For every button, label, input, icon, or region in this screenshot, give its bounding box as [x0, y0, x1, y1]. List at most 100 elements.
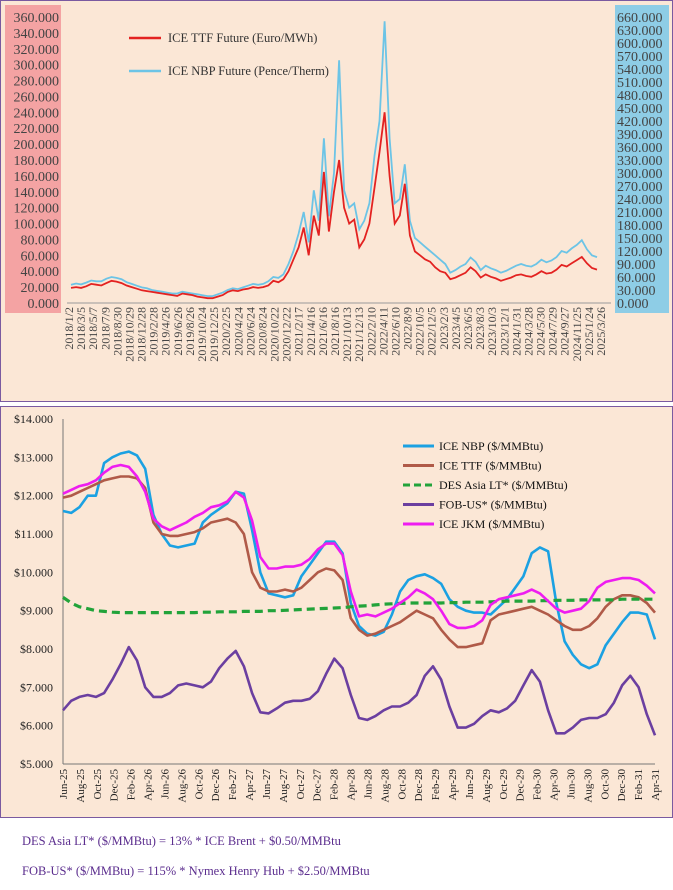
forward-price-chart: $5.000 $6.000 $7.000 $8.000 $9.000 $10.000 $11… — [14, 412, 662, 803]
top-x-axis-tick-label: 2019/12/25 — [207, 307, 221, 362]
right-axis-tick-label: 480.000 — [617, 89, 663, 104]
top-x-axis-tick-label: 2023/4/5 — [449, 307, 463, 350]
left-axis-tick-label: 0.000 — [28, 297, 60, 312]
series-line-ice-ttf-future — [70, 112, 598, 300]
des-asia-formula-note: DES Asia LT* ($/MMBtu) = 13% * ICE Brent… — [22, 834, 341, 848]
top-x-axis-tick-label: 2025/3/26 — [594, 307, 608, 356]
x-axis-tick-label: Apr-28 — [346, 768, 358, 800]
right-axis-tick-label: 450.000 — [617, 102, 663, 117]
legend-label-ice-jkm-mmbtu: ICE JKM ($/MMBtu) — [439, 517, 544, 531]
x-axis-tick-label: Jun-25 — [58, 769, 70, 799]
top-x-axis-tick-label: 2018/10/29 — [123, 307, 137, 362]
top-x-axis-tick-label: 2020/10/22 — [268, 307, 282, 362]
historical-price-chart-panel: 360.000 340.000 320.000 300.000 280.000 260.0… — [0, 0, 673, 402]
right-axis-tick-label: 90.000 — [617, 258, 656, 273]
left-axis-tick-label: 280.000 — [14, 75, 60, 90]
top-x-axis-tick-label: 2024/9/27 — [558, 307, 572, 356]
legend-label-fob-us-mmbtu: FOB-US* ($/MMBtu) — [439, 498, 547, 512]
x-axis-tick-label: Oct-29 — [498, 769, 510, 800]
left-axis-tick-label: 200.000 — [14, 138, 60, 153]
x-axis-tick-label: Feb-30 — [532, 769, 544, 801]
x-axis-tick-label: Oct-30 — [599, 769, 611, 800]
top-x-axis-tick-label: 2024/1/31 — [509, 307, 523, 356]
top-x-axis-tick-label: 2021/2/17 — [292, 307, 306, 356]
top-x-axis-tick-label: 2018/3/5 — [74, 307, 88, 350]
left-axis-tick-label: 360.000 — [14, 11, 60, 26]
left-axis-tick-label: 140.000 — [14, 186, 60, 201]
x-axis-tick-label: Aug-26 — [176, 769, 188, 803]
top-x-axis-tick-label: 2022/8/9 — [401, 307, 415, 350]
y-axis-tick-label: $14.000 — [14, 412, 53, 426]
top-x-axis-tick-label: 2024/11/25 — [570, 307, 584, 361]
right-axis-tick-label: 0.000 — [617, 297, 649, 312]
series-line-ice-jkm-mmbtu — [62, 463, 656, 630]
top-x-axis-tick-label: 2022/12/5 — [425, 307, 439, 356]
top-x-axis-tick-label: 2020/2/25 — [219, 307, 233, 356]
left-axis-tick-label: 160.000 — [14, 170, 60, 185]
top-x-axis-tick-label: 2021/8/16 — [328, 307, 342, 356]
left-axis-tick-label: 100.000 — [14, 218, 60, 233]
top-x-axis-tick-label: 2024/7/29 — [546, 307, 560, 356]
top-x-axis-tick-label: 2021/10/13 — [340, 307, 354, 362]
left-axis-tick-label: 240.000 — [14, 106, 60, 121]
left-axis-tick-label: 300.000 — [14, 59, 60, 74]
x-axis-tick-label: Feb-28 — [329, 768, 341, 800]
top-x-axis-tick-label: 2018/7/9 — [98, 307, 112, 350]
top-x-axis-tick-label: 2020/12/22 — [280, 307, 294, 362]
legend-label-ice-ttf-mmbtu: ICE TTF ($/MMBtu) — [439, 459, 541, 473]
x-axis-tick-label: Aug-27 — [278, 769, 290, 803]
fob-us-formula-note: FOB-US* ($/MMBtu) = 115% * Nymex Henry H… — [22, 864, 370, 878]
right-axis-tick-label: 660.000 — [617, 11, 663, 26]
y-axis-tick-label: $6.000 — [20, 719, 53, 733]
x-axis-tick-label: Apr-30 — [549, 768, 561, 800]
y-axis-tick-label: $9.000 — [20, 604, 53, 618]
series-line-fob-us-mmbtu — [62, 645, 657, 736]
top-x-axis-tick-label: 2023/12/1 — [497, 307, 511, 356]
left-axis-tick-label: 80.000 — [21, 233, 60, 248]
top-x-axis-tick-label: 2019/10/24 — [195, 307, 209, 362]
x-axis-tick-label: Jun-27 — [261, 769, 273, 799]
y-axis-tick-label: $8.000 — [20, 642, 53, 656]
legend-label-ice-ttf-future: ICE TTF Future (Euro/MWh) — [168, 31, 317, 45]
left-axis-band — [5, 5, 61, 313]
right-axis-tick-label: 600.000 — [617, 37, 663, 52]
left-axis-tick-label: 120.000 — [14, 202, 60, 217]
top-x-axis-tick-label: 2025/1/24 — [582, 307, 596, 356]
right-axis-tick-label: 360.000 — [617, 141, 663, 156]
x-axis-tick-label: Oct-28 — [396, 769, 408, 800]
x-axis-tick-label: Dec-27 — [312, 768, 324, 801]
top-x-axis-tick-label: 2022/2/10 — [364, 307, 378, 356]
left-axis-tick-label: 20.000 — [21, 281, 60, 296]
top-x-axis-tick-label: 2021/6/16 — [316, 307, 330, 356]
right-axis-tick-label: 330.000 — [617, 154, 663, 169]
x-axis-tick-label: Feb-31 — [633, 769, 645, 800]
top-x-axis-tick-label: 2023/2/3 — [437, 307, 451, 350]
left-axis-tick-label: 340.000 — [14, 27, 60, 42]
top-x-axis-tick-label: 2018/8/30 — [110, 307, 124, 356]
forward-price-chart-panel: $5.000 $6.000 $7.000 $8.000 $9.000 $10.000 $11… — [0, 406, 673, 818]
x-axis-tick-label: Dec-30 — [616, 769, 628, 802]
right-axis-tick-label: 510.000 — [617, 76, 663, 91]
right-axis-tick-label: 60.000 — [617, 271, 656, 286]
right-axis-tick-label: 390.000 — [617, 128, 663, 143]
series-line-des-asia-lt-mmbtu — [62, 595, 655, 615]
right-axis-tick-label: 570.000 — [617, 50, 663, 65]
top-x-axis-tick-label: 2018/12/28 — [135, 307, 149, 362]
top-x-axis-tick-label: 2023/6/5 — [461, 307, 475, 350]
left-axis-tick-label: 40.000 — [21, 265, 60, 280]
y-axis-tick-label: $13.000 — [14, 450, 53, 464]
x-axis-tick-label: Jun-29 — [464, 768, 476, 798]
x-axis-tick-label: Oct-27 — [295, 769, 307, 800]
x-axis-tick-label: Apr-27 — [244, 769, 256, 801]
x-axis-tick-label: Feb-27 — [227, 768, 239, 800]
top-x-axis-tick-label: 2019/2/28 — [147, 307, 161, 356]
top-x-axis-tick-label: 2023/8/3 — [473, 307, 487, 350]
left-axis-tick-label: 220.000 — [14, 122, 60, 137]
top-x-axis-tick-label: 2018/1/2 — [62, 307, 76, 350]
left-axis-tick-label: 260.000 — [14, 90, 60, 105]
top-x-axis-tick-label: 2019/8/26 — [183, 307, 197, 356]
y-axis-tick-label: $7.000 — [20, 680, 53, 694]
top-x-axis-tick-label: 2019/6/26 — [171, 307, 185, 356]
right-axis-tick-label: 180.000 — [617, 219, 663, 234]
top-x-axis-tick-label: 2024/5/30 — [534, 307, 548, 356]
